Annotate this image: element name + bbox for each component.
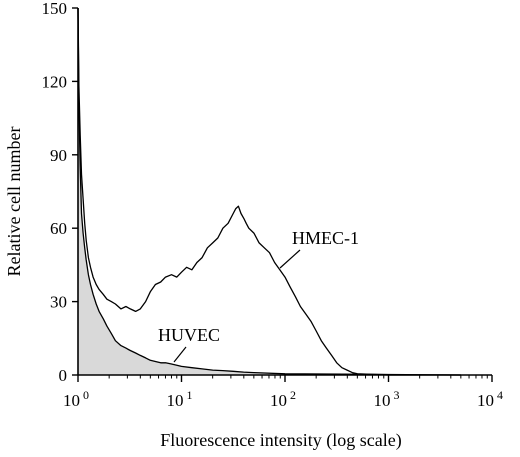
chart-labels: 0 30 60 90 120 150 10 0 10 1 10 2 10 3 10 4 Fluorescence… bbox=[4, 0, 503, 451]
annotation-label-hmec-1: HMEC-1 bbox=[292, 228, 359, 248]
y-tick-label: 90 bbox=[50, 146, 67, 165]
annotation-label-huvec: HUVEC bbox=[158, 325, 220, 345]
annotation-leader-hmec-1 bbox=[279, 249, 301, 269]
chart-marks bbox=[77, 7, 461, 376]
y-tick-label: 60 bbox=[50, 219, 67, 238]
series-line-huvec bbox=[77, 7, 461, 376]
x-tick-label: 10 3 bbox=[374, 388, 400, 410]
y-tick-label: 120 bbox=[42, 72, 68, 91]
chart-axes bbox=[72, 7, 493, 382]
x-tick-label: 10 0 bbox=[63, 388, 89, 410]
y-tick-label: 0 bbox=[59, 366, 68, 385]
y-tick-label: 30 bbox=[50, 293, 67, 312]
annotation-leader-huvec bbox=[173, 346, 187, 363]
x-tick-label: 10 1 bbox=[167, 388, 193, 410]
y-axis-title: Relative cell number bbox=[4, 127, 24, 277]
series-area-huvec bbox=[78, 8, 461, 375]
y-tick-label: 150 bbox=[42, 0, 68, 18]
series-line-hmec-1 bbox=[77, 7, 461, 376]
x-axis-title: Fluorescence intensity (log scale) bbox=[160, 430, 401, 451]
x-tick-label: 10 2 bbox=[270, 388, 296, 410]
x-tick-label: 10 4 bbox=[477, 388, 503, 410]
